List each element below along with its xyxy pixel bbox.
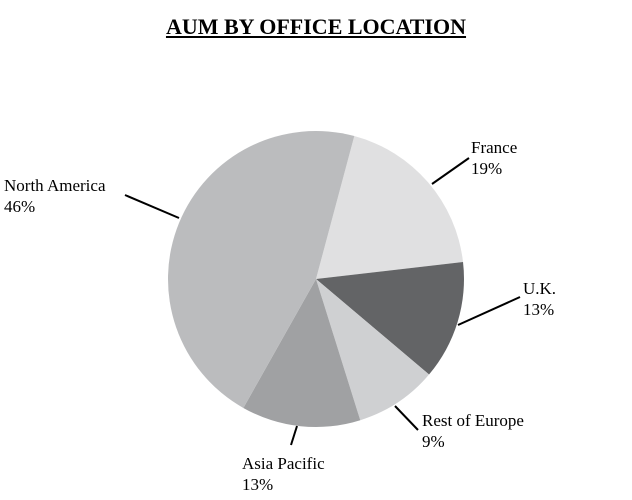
leader-line [457,296,521,326]
slice-value-label: 9% [422,432,445,451]
pie-slice-asia-pacific [243,279,361,427]
slice-value-label: 46% [4,197,35,216]
slice-label: Rest of Europe [422,411,524,430]
slice-value-label: 13% [242,475,273,494]
pie-slice-france [316,136,464,279]
slice-value-label: 13% [523,300,554,319]
slice-label: France [471,138,517,157]
leader-line [431,157,470,185]
slice-label: North America [4,176,106,195]
slice-label: Asia Pacific [242,454,325,473]
leader-line [394,405,419,431]
slice-value-label: 19% [471,159,502,178]
leader-line [124,194,180,219]
pie-slice-north-america [168,131,355,408]
pie-slice-u-k [316,261,464,375]
leader-line [290,425,298,446]
pie-slice-rest-of-europe [316,279,430,421]
chart-title: AUM BY OFFICE LOCATION [165,14,467,39]
slice-label: U.K. [523,279,556,298]
